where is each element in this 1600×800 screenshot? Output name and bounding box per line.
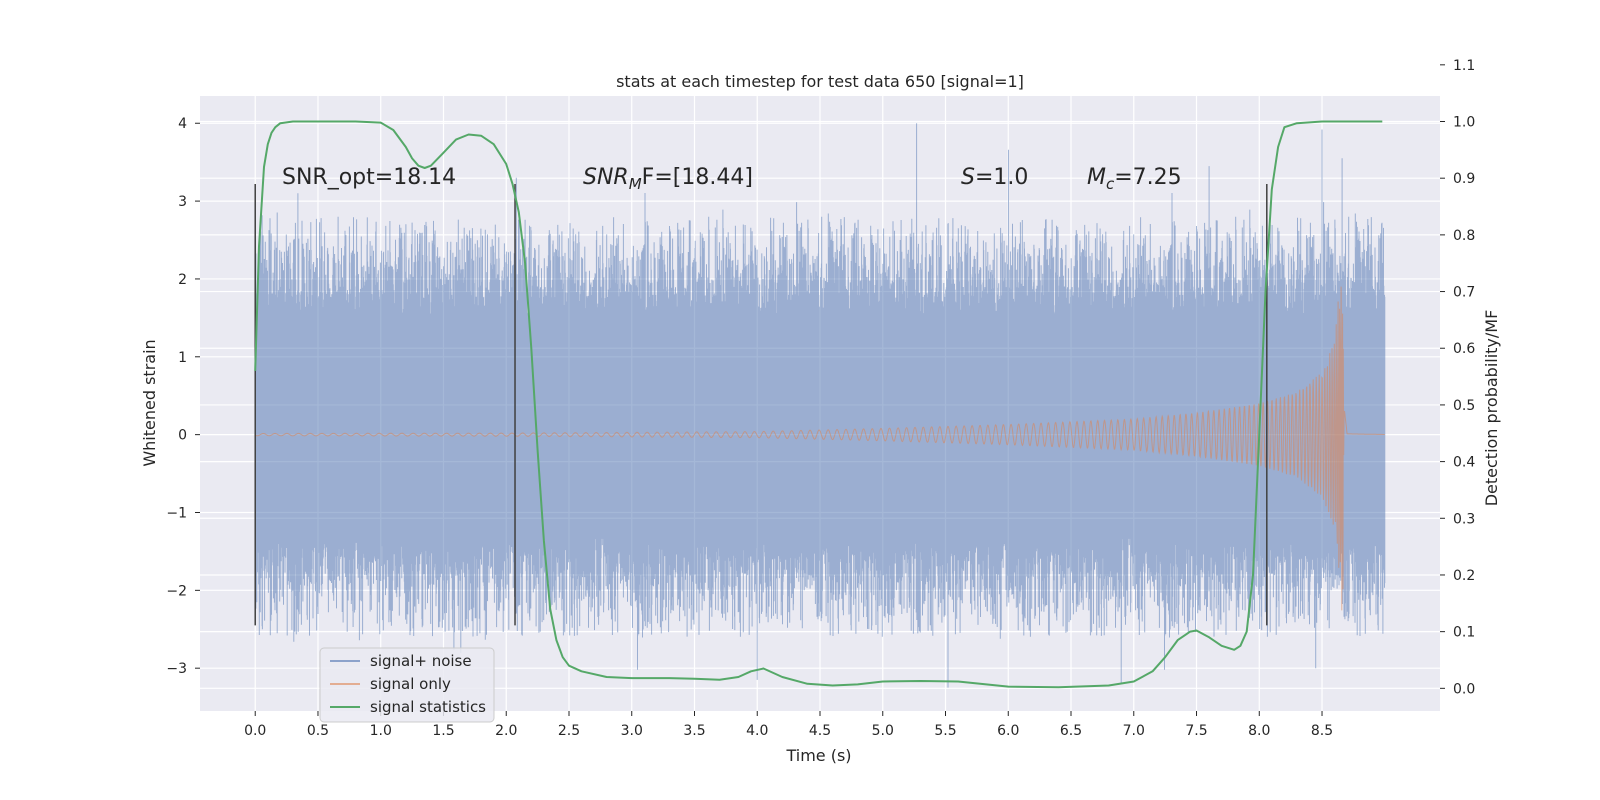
x-tick-label: 7.0	[1123, 723, 1145, 739]
y-axis-label: Whitened strain	[140, 339, 159, 466]
mc-annotation: Mc=7.25	[1087, 165, 1182, 193]
y-right-tick-label: 0.1	[1453, 625, 1475, 641]
legend-label-signal: signal only	[370, 675, 451, 693]
snr-opt-annotation: SNR_opt=18.14	[282, 165, 456, 190]
x-tick-label: 1.5	[432, 723, 454, 739]
y-right-tick-label: 0.4	[1453, 455, 1475, 471]
x-tick-label: 0.5	[307, 723, 329, 739]
chart-title: stats at each timestep for test data 650…	[616, 72, 1024, 91]
y-tick-label: 3	[178, 194, 187, 210]
y-right-tick-label: 0.5	[1453, 398, 1475, 414]
y-tick-label: 2	[178, 272, 187, 288]
x-tick-label: 2.0	[495, 723, 517, 739]
y-tick-label: 0	[178, 428, 187, 444]
y-right-tick-label: 0.6	[1453, 341, 1475, 357]
y-right-axis-label: Detection probability/MF	[1482, 310, 1501, 507]
y-right-tick-label: 1.1	[1453, 58, 1475, 74]
y-tick-label: −3	[166, 661, 187, 677]
x-axis-label: Time (s)	[785, 746, 851, 765]
y-right-tick-label: 1.0	[1453, 115, 1475, 131]
y-tick-label: 1	[178, 350, 187, 366]
x-tick-label: 2.5	[558, 723, 580, 739]
snr-mf-subscript: M	[629, 175, 642, 193]
x-tick-label: 8.0	[1248, 723, 1270, 739]
snr-mf-symbol: SNR	[583, 165, 629, 190]
signal-only-series	[254, 286, 1385, 611]
x-tick-label: 8.5	[1311, 723, 1333, 739]
legend-label-stats: signal statistics	[370, 698, 486, 716]
x-tick-label: 3.5	[683, 723, 705, 739]
x-tick-label: 1.0	[370, 723, 392, 739]
y-right-tick-label: 0.2	[1453, 568, 1475, 584]
x-tick-label: 5.5	[934, 723, 956, 739]
x-tick-label: 4.5	[809, 723, 831, 739]
x-tick-label: 6.5	[1060, 723, 1082, 739]
legend-label-noise: signal+ noise	[370, 652, 472, 670]
y-tick-label: −1	[166, 505, 187, 521]
mc-symbol: M	[1087, 165, 1106, 190]
x-tick-label: 7.5	[1185, 723, 1207, 739]
y-right-tick-label: 0.7	[1453, 285, 1475, 301]
x-tick-label: 6.0	[997, 723, 1019, 739]
y-right-tick-label: 0.0	[1453, 681, 1475, 697]
x-tick-label: 0.0	[244, 723, 266, 739]
legend: signal+ noise signal only signal statist…	[319, 647, 495, 723]
x-tick-label: 3.0	[621, 723, 643, 739]
axes: 0.0 0.5 1.0 1.5 2.0 2.5 3.0 3.5 4.0 4.5 5.0 5.5 6.0 6…	[166, 58, 1475, 739]
x-tick-label: 5.0	[872, 723, 894, 739]
y-right-tick-label: 0.9	[1453, 171, 1475, 187]
snr-mf-value: F=[18.44]	[642, 165, 753, 190]
s-annotation: S=1.0	[961, 165, 1028, 190]
mc-value: =7.25	[1114, 165, 1181, 190]
y-right-tick-label: 0.8	[1453, 228, 1475, 244]
y-right-tick-label: 0.3	[1453, 511, 1475, 527]
y-tick-label: 4	[178, 116, 187, 132]
s-value: =1.0	[975, 165, 1028, 190]
signal-statistics-line	[254, 120, 1383, 689]
x-tick-label: 4.0	[746, 723, 768, 739]
s-symbol: S	[961, 165, 975, 190]
signal-only-trace	[254, 286, 1385, 611]
snr-mf-annotation: SNRMF=[18.44]	[583, 165, 753, 193]
annotations: SNR_opt=18.14 SNRMF=[18.44] S=1.0 Mc=7.2…	[282, 165, 1182, 193]
mc-subscript: c	[1106, 175, 1115, 193]
legend-box	[319, 647, 495, 723]
y-tick-label: −2	[166, 583, 187, 599]
signal-statistics-series	[254, 120, 1383, 689]
